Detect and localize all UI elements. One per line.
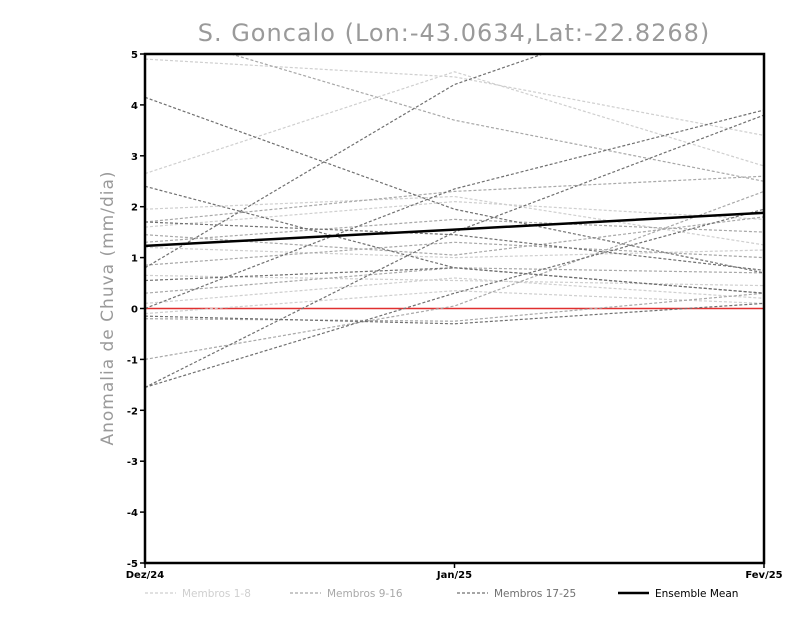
member-line-12	[145, 218, 764, 243]
y-tick-label: -3	[127, 457, 138, 468]
axis-ticks: -5 -4 -3 -2 -1 0 1 2 3 4 5 Dez/24 Jan/25 Fev/25	[126, 50, 783, 581]
member-line-22	[145, 267, 764, 294]
member-line-25	[145, 114, 764, 388]
member-line-14	[145, 267, 764, 294]
member-line-15	[145, 292, 764, 322]
y-tick-label: -5	[127, 559, 138, 570]
member-line-6	[145, 274, 764, 287]
y-tick-label: 0	[131, 305, 138, 316]
member-line-13	[145, 241, 764, 266]
member-line-2	[145, 71, 764, 175]
ensemble-mean-line	[145, 211, 764, 248]
member-line-19	[145, 221, 764, 271]
y-tick-label: 2	[131, 203, 138, 214]
member-line-8	[145, 290, 764, 315]
member-line-1	[145, 58, 764, 136]
y-tick-label: 4	[131, 101, 138, 112]
y-tick-label: -2	[127, 406, 138, 417]
y-tick-label: 3	[131, 152, 138, 163]
member-line-4	[145, 200, 764, 228]
member-line-17	[145, 96, 764, 274]
member-line-10	[145, 175, 764, 223]
legend-label: Membros 1-8	[182, 588, 251, 600]
member-line-24	[145, 208, 764, 388]
member-line-11	[145, 216, 764, 256]
x-tick-label: Fev/25	[745, 570, 782, 581]
member-line-9	[228, 54, 764, 182]
member-line-23	[145, 302, 764, 325]
y-tick-label: 1	[131, 254, 138, 265]
legend-label: Ensemble Mean	[655, 588, 738, 600]
legend: Membros 1-8 Membros 9-16 Membros 17-25 Ense…	[145, 588, 738, 600]
y-tick-label: -4	[127, 508, 138, 519]
y-tick-label: -1	[127, 355, 138, 366]
y-tick-label: 5	[131, 50, 138, 61]
chart-title: S. Goncalo (Lon:-43.0634,Lat:-22.8268)	[198, 19, 711, 47]
x-tick-label: Jan/25	[436, 570, 472, 581]
x-tick-label: Dez/24	[126, 570, 165, 581]
legend-label: Membros 9-16	[327, 588, 403, 600]
legend-label: Membros 17-25	[494, 588, 576, 600]
y-axis-label: Anomalia de Chuva (mm/dia)	[98, 170, 118, 445]
member-line-7	[145, 277, 764, 304]
member-line-21	[145, 109, 764, 310]
member-line-3	[145, 195, 764, 246]
series-layer	[145, 54, 764, 388]
